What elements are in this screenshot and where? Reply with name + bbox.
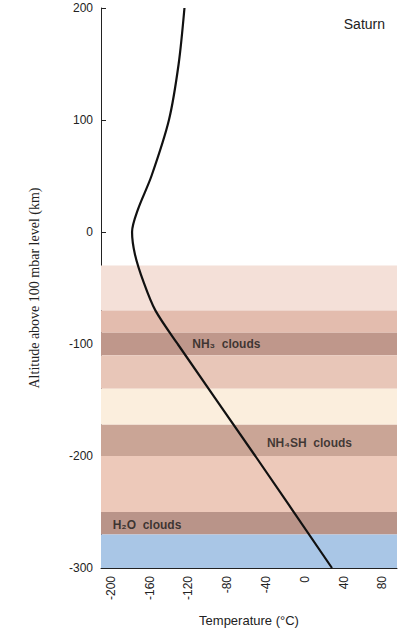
svg-text:40: 40: [337, 576, 351, 590]
svg-text:Saturn: Saturn: [344, 16, 385, 32]
svg-text:-160: -160: [143, 576, 157, 600]
svg-text:Temperature (°C): Temperature (°C): [199, 613, 299, 628]
svg-text:-300: -300: [69, 561, 93, 575]
svg-text:-40: -40: [259, 576, 273, 594]
svg-text:-120: -120: [181, 576, 195, 600]
svg-text:NH₃ clouds: NH₃ clouds: [192, 337, 261, 351]
svg-text:0: 0: [298, 576, 312, 583]
svg-text:-100: -100: [69, 337, 93, 351]
svg-text:Altitude above 100 mbar level: Altitude above 100 mbar level (km): [27, 187, 43, 388]
svg-text:100: 100: [73, 113, 93, 127]
svg-text:-200: -200: [104, 576, 118, 600]
svg-text:-80: -80: [220, 576, 234, 594]
svg-text:80: 80: [375, 576, 389, 590]
svg-text:-200: -200: [69, 449, 93, 463]
svg-text:0: 0: [86, 225, 93, 239]
svg-text:H₂O clouds: H₂O clouds: [113, 518, 182, 532]
svg-text:200: 200: [73, 1, 93, 15]
svg-text:NH₄SH clouds: NH₄SH clouds: [267, 436, 352, 450]
